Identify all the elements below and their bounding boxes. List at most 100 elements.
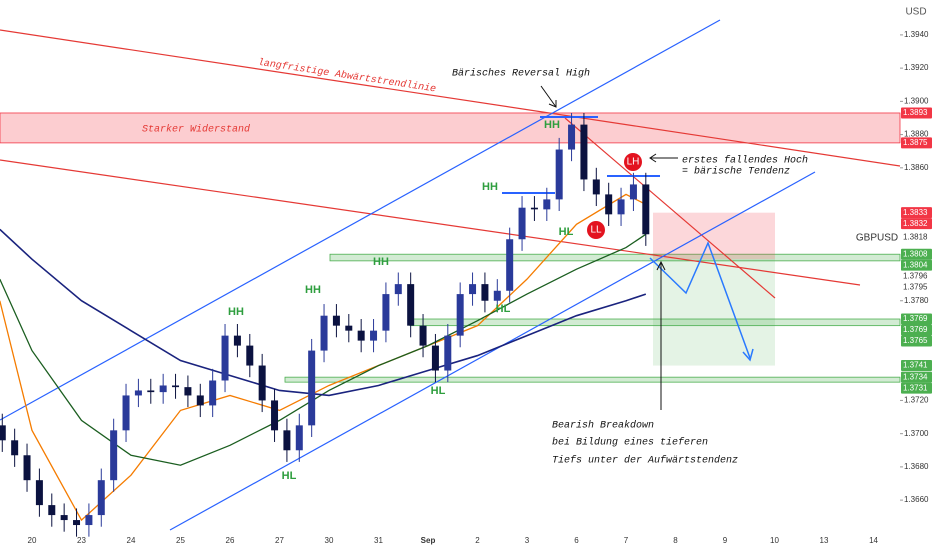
zone — [0, 112, 901, 144]
candle-body — [568, 124, 576, 150]
candle-body — [283, 430, 291, 451]
price-label: 1.3796 — [903, 271, 928, 280]
arrow-head — [656, 260, 666, 271]
x-tick-label: 26 — [226, 536, 235, 545]
price-label: 1.3875 — [903, 138, 928, 147]
candle-body — [506, 239, 514, 291]
candle-body — [345, 325, 353, 331]
x-tick-label: 23 — [77, 536, 86, 545]
risk-box — [653, 212, 775, 260]
candle-body — [456, 294, 464, 336]
candle-body — [332, 315, 340, 326]
x-tick-label: 27 — [275, 536, 284, 545]
x-tick-label: 6 — [574, 536, 579, 545]
candle-body — [518, 207, 526, 240]
x-tick-label: 25 — [176, 536, 185, 545]
price-label: 1.3769 — [903, 314, 928, 323]
reward-box — [653, 259, 775, 366]
price-axis: 1.3940 1.3920 1.3900 1.3880 1.3860 1.3780 1.37… — [900, 30, 932, 504]
candle-body — [159, 385, 167, 393]
x-tick-label: 14 — [869, 536, 878, 545]
y-tick-label: 1.3940 — [904, 30, 929, 39]
x-tick-label: 20 — [28, 536, 37, 545]
candle-body — [530, 207, 538, 210]
price-label-box — [901, 232, 932, 244]
price-label: 1.3731 — [903, 383, 928, 392]
candle-body — [407, 284, 415, 326]
candle-body — [11, 440, 19, 456]
zone — [329, 253, 901, 262]
candle-body — [271, 400, 279, 431]
moving-average — [0, 193, 647, 522]
y-tick-label: 1.3900 — [904, 96, 929, 105]
candle-body — [357, 330, 365, 341]
marker-label: LH — [627, 157, 640, 168]
price-label: 1.3818 — [903, 233, 928, 242]
swing-label: HL — [431, 385, 446, 397]
x-tick-label: 9 — [723, 536, 728, 545]
candle-body — [370, 330, 378, 341]
swing-label: HH — [305, 284, 321, 296]
candle-body — [580, 124, 588, 180]
annotation: bei Bildung eines tieferen — [552, 437, 708, 449]
price-label-box — [901, 259, 932, 271]
candle-body — [605, 194, 613, 215]
x-tick-label: 30 — [325, 536, 334, 545]
y-tick-label: 1.3920 — [904, 63, 929, 72]
arrow-head — [649, 153, 657, 163]
swing-label: HH — [544, 119, 560, 131]
candle-body — [617, 199, 625, 215]
candle-body — [184, 387, 192, 396]
candle-body — [555, 149, 563, 200]
candle-body — [134, 390, 142, 396]
zones — [0, 112, 901, 383]
y-tick-label: 1.3720 — [904, 396, 929, 405]
candle-body — [209, 380, 217, 406]
price-label-box — [901, 371, 932, 383]
marker-label: LL — [590, 225, 602, 236]
candle-body — [0, 425, 6, 441]
candle-body — [469, 284, 477, 295]
candle-body — [481, 284, 489, 301]
price-label: 1.3893 — [903, 108, 928, 117]
trendline — [0, 29, 901, 167]
symbol: GBPUSD — [856, 233, 898, 244]
price-label-box — [901, 218, 932, 230]
price-label-box — [901, 270, 932, 282]
candle-body — [308, 350, 316, 426]
price-label: 1.3765 — [903, 336, 928, 345]
candle-body — [196, 395, 204, 406]
candle-body — [97, 480, 105, 516]
price-label-box — [901, 360, 932, 372]
y-tick-label: 1.3700 — [904, 429, 929, 438]
candle-body — [419, 325, 427, 346]
candle-body — [60, 515, 68, 521]
candle-body — [629, 184, 637, 200]
candle-body — [85, 515, 93, 526]
annotation: langfristige Abwärtstrendlinie — [257, 57, 437, 96]
candle-body — [444, 335, 452, 371]
moving-average — [0, 233, 647, 466]
price-label-box — [901, 281, 932, 293]
x-tick-label: 13 — [820, 536, 829, 545]
price-label-box — [901, 207, 932, 219]
candle-body — [295, 425, 303, 451]
marker — [587, 221, 605, 239]
currency: USD — [905, 7, 926, 18]
candle-body — [233, 335, 241, 346]
candle-body — [48, 505, 56, 516]
x-tick-label: 10 — [770, 536, 779, 545]
zone — [284, 376, 901, 383]
annotation: Tiefs unter der Aufwärtstendenz — [552, 455, 738, 467]
price-label-box — [901, 313, 932, 325]
x-tick-label: Sep — [421, 536, 436, 545]
price-label-box — [901, 137, 932, 149]
candle-body — [35, 480, 43, 506]
candle-body — [543, 199, 551, 210]
swing-label: HH — [482, 181, 498, 193]
swing-label: HL — [496, 303, 511, 315]
annotation: = bärische Tendenz — [682, 166, 790, 178]
candle-body — [122, 395, 130, 431]
candle-body — [258, 365, 266, 401]
